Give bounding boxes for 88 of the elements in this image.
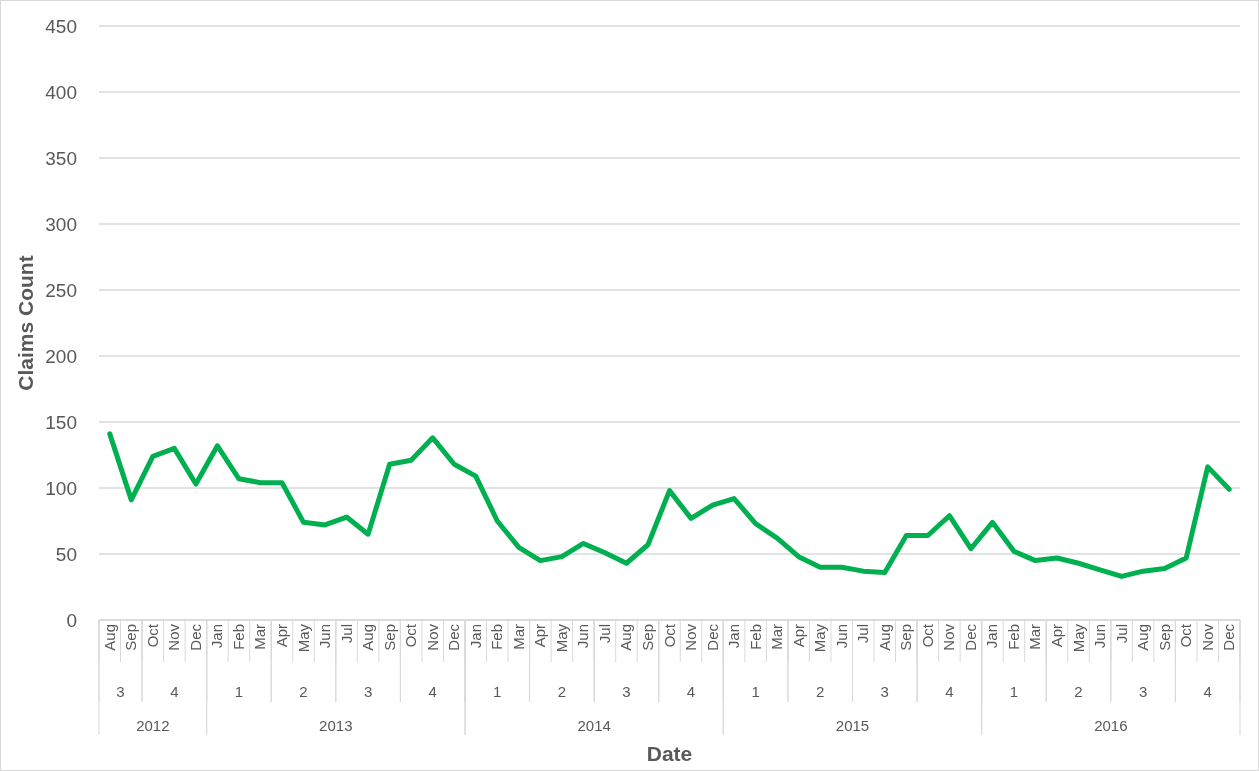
text: 3 [1138, 683, 1148, 701]
text: 3 [116, 683, 125, 701]
x-tick-label: Mar [768, 624, 786, 650]
x-tick-label: Dec [1220, 623, 1238, 651]
text: 4 [170, 683, 179, 701]
x-tick-label: Jun [574, 624, 592, 649]
x-tick-label: Jan [725, 624, 743, 649]
x-tick-label: Aug [100, 624, 118, 651]
x-tick-label: May [1069, 623, 1087, 653]
x-tick-label: Jun [316, 624, 334, 649]
x-tick-label: Jan [208, 624, 226, 649]
x-tick-label: Feb [1004, 624, 1022, 650]
x-tick-label: Sep [1155, 624, 1173, 651]
text: 4 [686, 683, 696, 701]
y-tick-label: 0 [66, 609, 77, 631]
x-tick-label: Feb [746, 624, 764, 650]
text: 3 [363, 683, 373, 701]
x-tick-label: Jun [832, 624, 850, 649]
y-tick-label: 250 [45, 279, 77, 301]
text: 2013 [319, 717, 353, 735]
x-tick-label: May [294, 623, 312, 653]
x-tick-label: Jun [1091, 624, 1109, 649]
x-tick-label: Aug [1134, 624, 1152, 651]
text: 2012 [136, 717, 170, 735]
text: 1 [234, 683, 244, 701]
x-tick-label: May [552, 623, 570, 653]
text: 2015 [835, 717, 870, 735]
x-tick-label: Jul [1112, 624, 1130, 644]
y-tick-label: 400 [45, 81, 77, 103]
x-tick-label: Jul [595, 624, 613, 644]
text: 1 [1009, 683, 1019, 701]
y-tick-label: 350 [45, 147, 77, 169]
text: 2 [1074, 683, 1083, 701]
x-axis-title: Date [646, 742, 693, 765]
x-tick-label: Nov [940, 623, 958, 651]
x-tick-label: Apr [272, 624, 290, 648]
text: 3 [622, 683, 631, 701]
x-tick-label: Dec [961, 623, 979, 651]
text: 2 [299, 683, 308, 701]
y-axis-title: Claims Count [14, 255, 37, 391]
x-tick-label: Aug [617, 624, 635, 651]
y-tick-label: 50 [55, 543, 77, 565]
x-tick-label: Mar [509, 624, 527, 650]
text: 3 [880, 683, 889, 701]
y-tick-label: 450 [45, 15, 77, 37]
x-tick-label: Apr [531, 624, 549, 648]
x-tick-label: Dec [186, 623, 204, 651]
text: 2016 [1094, 717, 1128, 735]
x-tick-label: May [811, 623, 829, 653]
text: 1 [493, 683, 502, 701]
x-tick-label: Oct [660, 623, 678, 648]
x-tick-label: Oct [918, 623, 936, 648]
x-tick-label: Nov [423, 623, 441, 651]
text: 4 [1203, 683, 1212, 701]
x-tick-label: Mar [251, 624, 269, 650]
x-tick-label: Jul [337, 624, 355, 644]
y-tick-label: 200 [45, 345, 77, 367]
text: 1 [751, 683, 760, 701]
x-tick-label: Apr [789, 624, 807, 648]
y-tick-label: 300 [45, 213, 77, 235]
text: 2014 [577, 717, 611, 735]
x-tick-label: Sep [897, 624, 915, 651]
x-tick-label: Sep [638, 624, 656, 651]
x-tick-label: Jan [466, 624, 484, 649]
x-tick-label: Nov [1198, 623, 1216, 651]
text: 2 [816, 683, 825, 701]
x-tick-label: Nov [682, 623, 700, 651]
x-tick-label: Jul [854, 624, 872, 644]
x-tick-label: Oct [1177, 623, 1195, 648]
text: 4 [428, 683, 437, 701]
x-tick-label: Jan [983, 624, 1001, 649]
y-tick-label: 150 [45, 411, 77, 433]
x-tick-label: Sep [122, 624, 140, 651]
x-tick-label: Dec [703, 623, 721, 651]
x-tick-label: Feb [229, 624, 247, 650]
x-tick-label: Oct [402, 623, 420, 648]
text: 4 [945, 683, 954, 701]
x-tick-label: Sep [380, 624, 398, 651]
y-tick-label: 100 [45, 477, 77, 499]
x-tick-label: Dec [445, 623, 463, 651]
x-tick-label: Feb [488, 624, 506, 650]
x-tick-label: Aug [875, 624, 893, 651]
text: 2 [557, 683, 567, 701]
x-tick-label: Mar [1026, 624, 1044, 650]
x-tick-label: Nov [165, 623, 183, 651]
x-tick-label: Oct [143, 623, 161, 648]
x-tick-label: Aug [359, 624, 377, 651]
x-tick-label: Apr [1048, 624, 1066, 648]
